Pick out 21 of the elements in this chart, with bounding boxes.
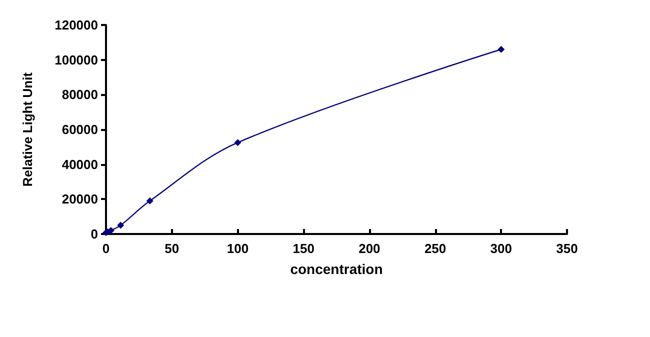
- y-tick-label: 120000: [54, 18, 98, 32]
- x-tick-label: 50: [164, 241, 180, 256]
- y-tick-label: 20000: [62, 192, 98, 207]
- y-axis-title: Relative Light Unit: [20, 72, 35, 187]
- point: [117, 222, 124, 229]
- point: [234, 139, 242, 146]
- point: [146, 197, 154, 204]
- x-tick-label: 150: [292, 241, 314, 256]
- x-axis-title: concentration: [290, 261, 383, 277]
- y-tick-label: 40000: [62, 156, 98, 172]
- x-tick-label: 250: [424, 241, 446, 256]
- x-tick-label: 300: [490, 241, 512, 256]
- x-tick-label: 0: [102, 241, 110, 256]
- y-tick-label: 100000: [54, 52, 98, 68]
- x-tick-label: 100: [226, 241, 249, 256]
- x-tick-label: 350: [556, 241, 578, 256]
- y-tick-label: 0: [90, 226, 98, 242]
- x-tick-label: 200: [358, 241, 380, 256]
- point: [498, 46, 505, 53]
- y-tick-label: 60000: [62, 122, 98, 137]
- y-tick-label: 80000: [62, 87, 98, 102]
